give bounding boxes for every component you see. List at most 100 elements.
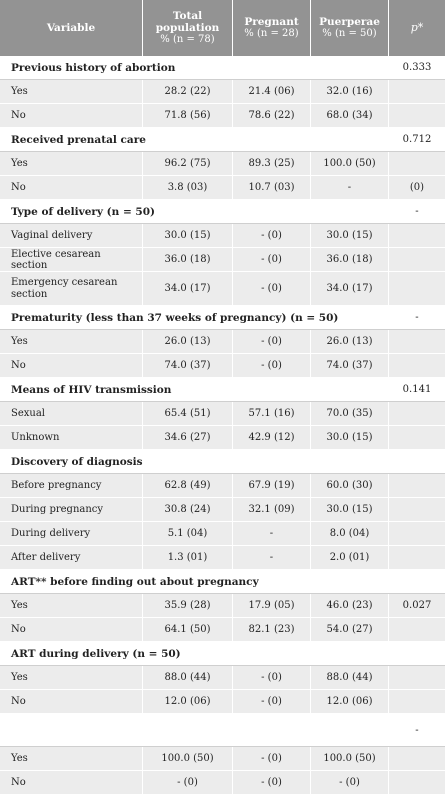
cell-pregnant: 21.4 (06) xyxy=(233,80,311,104)
cell-label: Yes xyxy=(0,594,143,618)
cell-puerperae: 36.0 (18) xyxy=(311,248,389,272)
cell-pregnant: 17.9 (05) xyxy=(233,594,311,618)
cell-p xyxy=(389,224,445,248)
cell-p xyxy=(389,354,445,378)
cell-puerperae: 88.0 (44) xyxy=(311,666,389,690)
cell-p xyxy=(389,248,445,272)
section-header-row: Type of delivery (n = 50) - xyxy=(0,200,445,224)
section-title xyxy=(0,714,389,747)
cell-p xyxy=(389,426,445,450)
cell-total: 12.0 (06) xyxy=(143,690,233,714)
section-header-row: Prematurity (less than 37 weeks of pregn… xyxy=(0,306,445,330)
cell-label: Yes xyxy=(0,152,143,176)
cell-p xyxy=(389,666,445,690)
cell-pregnant: - xyxy=(233,522,311,546)
cell-label: During pregnancy xyxy=(0,498,143,522)
section-title: Means of HIV transmission xyxy=(0,378,389,402)
table-row: No 64.1 (50) 82.1 (23) 54.0 (27) xyxy=(0,618,445,642)
table-row: Yes 28.2 (22) 21.4 (06) 32.0 (16) xyxy=(0,80,445,104)
cell-pregnant: - (0) xyxy=(233,330,311,354)
cell-total: 74.0 (37) xyxy=(143,354,233,378)
table-row: During delivery 5.1 (04) -8.0 (04) xyxy=(0,522,445,546)
cell-total: 36.0 (18) xyxy=(143,248,233,272)
cell-total: 34.6 (27) xyxy=(143,426,233,450)
cell-pregnant: - (0) xyxy=(233,690,311,714)
cell-label: No xyxy=(0,354,143,378)
table-row: Vaginal delivery 30.0 (15) - (0) 30.0 (15) xyxy=(0,224,445,248)
cell-puerperae: 100.0 (50) xyxy=(311,152,389,176)
table-row: After delivery 1.3 (01) -2.0 (01) xyxy=(0,546,445,570)
cell-pregnant: - (0) xyxy=(233,666,311,690)
cell-pregnant: 78.6 (22) xyxy=(233,104,311,128)
cell-p xyxy=(389,498,445,522)
cell-p xyxy=(389,402,445,426)
section-p-value: - xyxy=(389,200,445,224)
cell-pregnant: - xyxy=(233,546,311,570)
cell-pregnant: 42.9 (12) xyxy=(233,426,311,450)
cell-p xyxy=(389,330,445,354)
cell-p xyxy=(389,690,445,714)
cell-puerperae: 30.0 (15) xyxy=(311,426,389,450)
cell-total: 62.8 (49) xyxy=(143,474,233,498)
cell-label: During delivery xyxy=(0,522,143,546)
cell-pregnant: 89.3 (25) xyxy=(233,152,311,176)
cell-total: 65.4 (51) xyxy=(143,402,233,426)
table-row: Yes 88.0 (44) - (0) 88.0 (44) xyxy=(0,666,445,690)
section-header-row: Means of HIV transmission 0.141 xyxy=(0,378,445,402)
cell-total: 34.0 (17) xyxy=(143,272,233,306)
cell-pregnant: - (0) xyxy=(233,771,311,795)
cell-pregnant: - (0) xyxy=(233,747,311,771)
cell-label: Unknown xyxy=(0,426,143,450)
table-body: Previous history of abortion 0.333 Yes 28.2… xyxy=(0,56,445,795)
cell-puerperae: 70.0 (35) xyxy=(311,402,389,426)
cell-pregnant: 67.9 (19) xyxy=(233,474,311,498)
header-p-value: p* xyxy=(389,0,445,56)
section-header-row: - xyxy=(0,714,445,747)
cell-total: 71.8 (56) xyxy=(143,104,233,128)
cell-puerperae: 8.0 (04) xyxy=(311,522,389,546)
cell-total: 5.1 (04) xyxy=(143,522,233,546)
cell-total: 64.1 (50) xyxy=(143,618,233,642)
cell-total: 30.8 (24) xyxy=(143,498,233,522)
section-title: Received prenatal care xyxy=(0,128,389,152)
section-p-value: 0.333 xyxy=(389,56,445,80)
section-title: Prematurity (less than 37 weeks of pregn… xyxy=(0,306,389,330)
table-row: Elective cesarean section 36.0 (18) - (0) 3… xyxy=(0,248,445,272)
cell-label: Emergency cesarean section xyxy=(0,272,143,306)
table-row: No - (0) - (0) - (0) xyxy=(0,771,445,795)
cell-label: No xyxy=(0,104,143,128)
cell-label: After delivery xyxy=(0,546,143,570)
table-row: Sexual 65.4 (51) 57.1 (16) 70.0 (35) xyxy=(0,402,445,426)
section-title: Previous history of abortion xyxy=(0,56,389,80)
cell-p xyxy=(389,618,445,642)
cell-puerperae: 100.0 (50) xyxy=(311,747,389,771)
cell-pregnant: - (0) xyxy=(233,272,311,306)
table-row: Before pregnancy 62.8 (49) 67.9 (19) 60.0 (… xyxy=(0,474,445,498)
table-row: Yes 26.0 (13) - (0) 26.0 (13) xyxy=(0,330,445,354)
cell-label: Yes xyxy=(0,666,143,690)
section-header-row: Previous history of abortion 0.333 xyxy=(0,56,445,80)
cell-puerperae: - (0) xyxy=(311,771,389,795)
cell-label: No xyxy=(0,690,143,714)
cell-label: Elective cesarean section xyxy=(0,248,143,272)
table-row: Yes 96.2 (75) 89.3 (25) 100.0 (50) xyxy=(0,152,445,176)
header-variable: Variable xyxy=(0,0,143,56)
cell-p xyxy=(389,104,445,128)
cell-p xyxy=(389,546,445,570)
section-p-value: - xyxy=(389,306,445,330)
cell-puerperae: 68.0 (34) xyxy=(311,104,389,128)
cell-label: Before pregnancy xyxy=(0,474,143,498)
section-header-row: Discovery of diagnosis xyxy=(0,450,445,474)
section-title: Discovery of diagnosis xyxy=(0,450,389,474)
cell-total: - (0) xyxy=(143,771,233,795)
cell-puerperae: 60.0 (30) xyxy=(311,474,389,498)
cell-label: Yes xyxy=(0,330,143,354)
cell-label: Vaginal delivery xyxy=(0,224,143,248)
cell-puerperae: 2.0 (01) xyxy=(311,546,389,570)
cell-total: 88.0 (44) xyxy=(143,666,233,690)
section-title: ART** before finding out about pregnancy xyxy=(0,570,389,594)
cell-label: No xyxy=(0,771,143,795)
cell-total: 30.0 (15) xyxy=(143,224,233,248)
cell-label: Sexual xyxy=(0,402,143,426)
